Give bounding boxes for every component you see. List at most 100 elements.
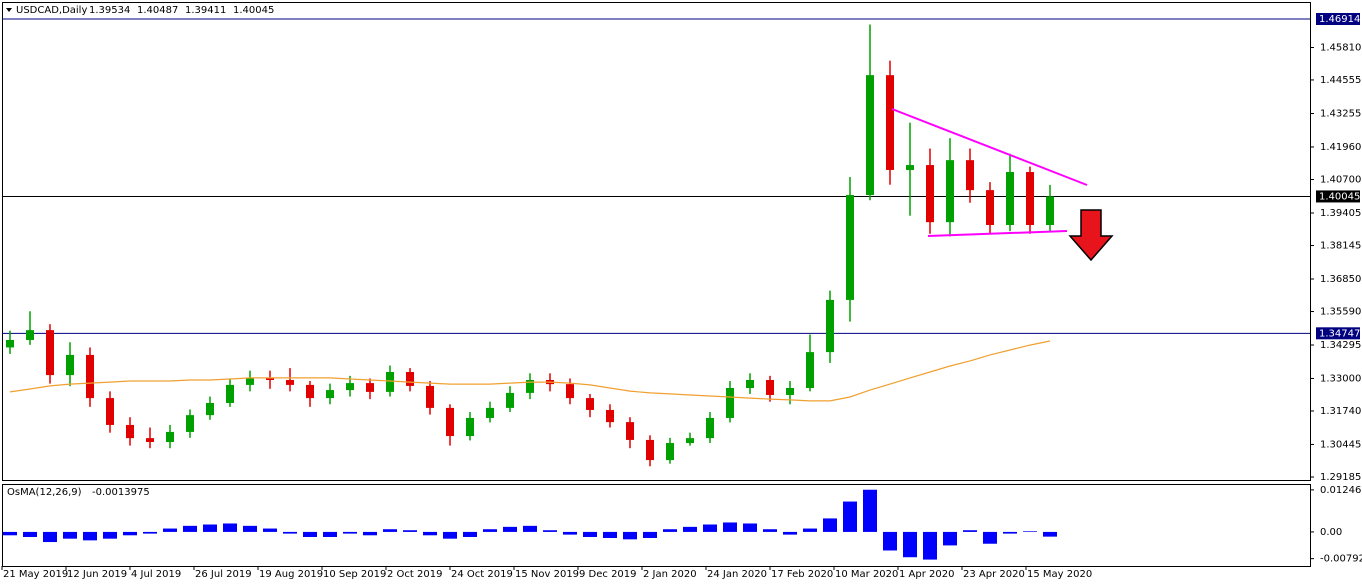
- candle-body: [286, 379, 294, 385]
- candle-body: [66, 354, 74, 376]
- candle-body: [866, 75, 874, 196]
- x-tick-label: 12 Jun 2019: [67, 569, 127, 580]
- x-tick-label: 1 Apr 2020: [899, 569, 954, 580]
- x-tick-label: 4 Jul 2019: [131, 569, 181, 580]
- candle-body: [766, 379, 774, 395]
- candle-body: [926, 165, 934, 223]
- osma-bar: [183, 525, 197, 532]
- x-tick-label: 2 Jan 2020: [643, 569, 697, 580]
- x-tick-label: 9 Dec 2019: [579, 569, 637, 580]
- candle-body: [386, 371, 394, 392]
- candle-body: [26, 330, 34, 340]
- osma-bar: [743, 523, 757, 532]
- candle-body: [246, 377, 254, 385]
- osma-bar: [903, 531, 917, 558]
- osma-bar: [463, 531, 477, 537]
- x-tick-label: 26 Jul 2019: [195, 569, 252, 580]
- header-prices: 1.39534 1.40487 1.39411 1.40045: [89, 5, 274, 16]
- level-label: 1.34747: [1319, 328, 1360, 339]
- symbol-label: USDCAD,Daily: [16, 5, 87, 16]
- osma-bar: [763, 529, 777, 532]
- osma-bar: [963, 530, 977, 532]
- osma-bar: [143, 531, 157, 534]
- x-tick-label: 24 Jan 2020: [707, 569, 767, 580]
- candle-body: [46, 330, 54, 376]
- trendline-lower: [927, 230, 1068, 237]
- osma-bar: [243, 525, 257, 532]
- y-tick-label: 1.40700: [1320, 175, 1361, 186]
- osma-bar: [643, 531, 657, 538]
- x-tick-label: 17 Feb 2020: [771, 569, 833, 580]
- y-tick-label: 1.43255: [1320, 109, 1361, 120]
- osma-bar: [83, 531, 97, 541]
- osma-bar: [823, 518, 837, 532]
- osma-bar: [223, 523, 237, 532]
- candle-body: [526, 379, 534, 393]
- x-tick-label: 24 Oct 2019: [451, 569, 513, 580]
- candle-body: [446, 407, 454, 437]
- osma-bar: [103, 531, 117, 539]
- x-tick-label: 2 Oct 2019: [387, 569, 442, 580]
- candle-body: [726, 388, 734, 418]
- osma-bar: [63, 531, 77, 539]
- y-tick-label: 1.36850: [1320, 274, 1361, 285]
- x-tick-label: 10 Sep 2019: [323, 569, 386, 580]
- candle-body: [406, 371, 414, 386]
- osma-bar: [3, 531, 17, 536]
- candle-body: [146, 438, 154, 442]
- header-price: 1.39534: [89, 5, 130, 16]
- osma-bar: [863, 489, 877, 532]
- candle-body: [166, 431, 174, 442]
- candle-body: [566, 384, 574, 399]
- candle-body: [666, 443, 674, 461]
- y-tick-label: 1.31740: [1320, 406, 1361, 417]
- osma-bar: [843, 501, 857, 532]
- candle-body: [826, 299, 834, 353]
- osma-bar: [803, 528, 817, 532]
- candle-body: [346, 383, 354, 391]
- level-label: 1.40045: [1319, 191, 1360, 202]
- osma-bar: [283, 531, 297, 534]
- osma-bar: [923, 531, 937, 560]
- osma-bar: [943, 531, 957, 546]
- menu-triangle[interactable]: [6, 8, 12, 12]
- osma-bar: [43, 531, 57, 543]
- osma-bar: [703, 524, 717, 532]
- candle-body: [6, 339, 14, 348]
- candle-body: [646, 439, 654, 461]
- candle-body: [586, 398, 594, 410]
- osma-bar: [683, 526, 697, 532]
- osma-bar: [983, 531, 997, 544]
- candle-body: [946, 160, 954, 223]
- osma-bar: [1043, 531, 1057, 537]
- osma-bar: [1023, 531, 1037, 532]
- osma-bar: [163, 528, 177, 532]
- osma-bar: [1003, 531, 1017, 534]
- y-tick-label: 1.44555: [1320, 75, 1361, 86]
- candle-body: [846, 195, 854, 300]
- candle-body: [186, 415, 194, 432]
- osma-bar: [443, 531, 457, 539]
- x-tick-label: 19 Aug 2019: [259, 569, 323, 580]
- level-label-box: [1316, 12, 1360, 25]
- price-panel-frame: [2, 2, 1311, 481]
- candle-body: [966, 160, 974, 191]
- candle-body: [906, 165, 914, 170]
- candle-body: [886, 75, 894, 170]
- osma-bar: [303, 531, 317, 537]
- y-tick-label: 1.30445: [1320, 439, 1361, 450]
- candle-body: [786, 388, 794, 395]
- header-price: 1.40045: [233, 5, 274, 16]
- candle-body: [226, 384, 234, 403]
- candle-body: [126, 424, 134, 439]
- candle-body: [1026, 172, 1034, 225]
- osma-title: OsMA(12,26,9): [7, 487, 82, 498]
- osma-bar: [563, 531, 577, 535]
- y-tick-label: -0.007921: [1320, 554, 1362, 565]
- osma-bar: [523, 525, 537, 532]
- level-label-box: [1316, 190, 1360, 203]
- osma-bar: [123, 531, 137, 536]
- x-tick-label: 23 Apr 2020: [963, 569, 1025, 580]
- candle-body: [506, 392, 514, 408]
